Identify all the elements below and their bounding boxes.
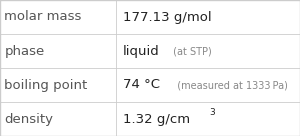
Text: 1.32 g/cm: 1.32 g/cm <box>123 112 190 126</box>
Text: liquid: liquid <box>123 44 160 58</box>
Text: 177.13 g/mol: 177.13 g/mol <box>123 10 212 24</box>
Text: molar mass: molar mass <box>4 10 82 24</box>
Text: 74 °C: 74 °C <box>123 78 160 92</box>
Text: boiling point: boiling point <box>4 78 88 92</box>
Text: (measured at 1333 Pa): (measured at 1333 Pa) <box>171 80 288 90</box>
Text: (at STP): (at STP) <box>170 46 212 56</box>
Text: phase: phase <box>4 44 45 58</box>
Text: 3: 3 <box>210 108 215 117</box>
Text: density: density <box>4 112 53 126</box>
